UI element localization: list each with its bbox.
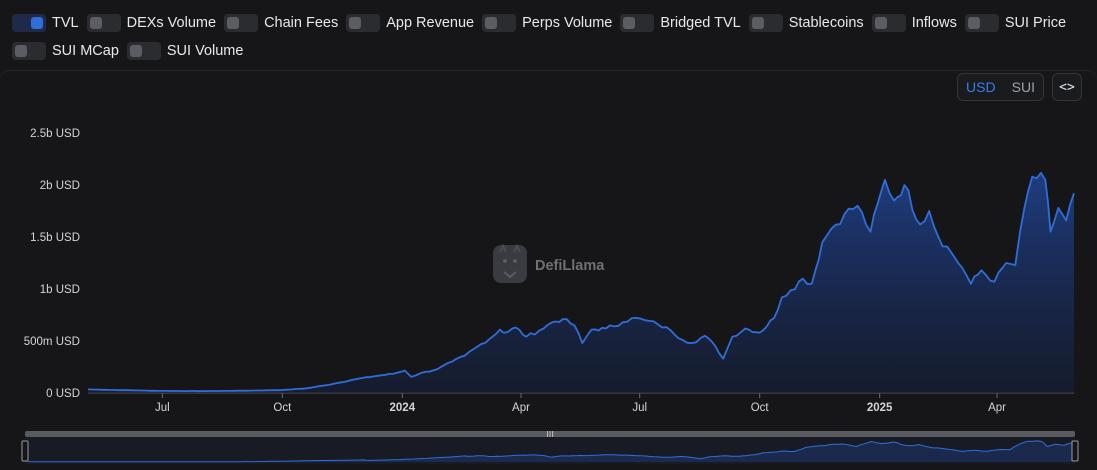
- toggle-chain-fees[interactable]: Chain Fees: [224, 12, 338, 34]
- brush-bar[interactable]: [25, 431, 1075, 437]
- llama-logo-icon: [493, 243, 527, 283]
- toggle-label: SUI Price: [1004, 15, 1067, 31]
- toggle-knob: [349, 17, 362, 29]
- toggle-switch-icon[interactable]: [12, 14, 46, 32]
- x-tick-label: Jul: [155, 402, 170, 414]
- toggle-sui-mcap[interactable]: SUI MCap: [12, 40, 119, 62]
- toggle-tvl[interactable]: TVL: [12, 12, 79, 34]
- toggle-knob: [31, 17, 43, 29]
- toggle-label: Stablecoins: [788, 15, 864, 31]
- toggle-switch-icon[interactable]: [748, 14, 783, 32]
- toggle-app-revenue[interactable]: App Revenue: [346, 12, 474, 34]
- x-tick-label: 2024: [390, 402, 416, 414]
- toggle-switch-icon[interactable]: [482, 14, 517, 32]
- toggle-label: TVL: [52, 15, 79, 31]
- toggle-label: DEXs Volume: [126, 15, 217, 31]
- x-tick-label: Jul: [632, 402, 647, 414]
- chart-panel: [0, 70, 1097, 470]
- toggle-label: Inflows: [911, 15, 957, 31]
- toggle-label: Chain Fees: [264, 15, 339, 31]
- unit-toggle: USD SUI: [957, 73, 1044, 101]
- toggle-knob: [967, 17, 980, 29]
- y-tick-label: 2.5b USD: [30, 128, 80, 140]
- brush-mini-line: [27, 440, 1073, 463]
- range-brush: |||: [21, 430, 1079, 464]
- toggle-sui-volume[interactable]: SUI Volume: [126, 40, 244, 62]
- toggle-label: Bridged TVL: [660, 15, 741, 31]
- toggle-label: Perps Volume: [522, 15, 613, 31]
- toggle-knob: [751, 17, 764, 29]
- toggle-switch-icon[interactable]: [12, 42, 46, 60]
- toggle-switch-icon[interactable]: [346, 14, 381, 32]
- toggle-switch-icon[interactable]: [620, 14, 655, 32]
- y-tick-label: 1.5b USD: [30, 232, 80, 244]
- brush-grip-icon[interactable]: |||: [546, 430, 554, 439]
- toggle-knob: [623, 17, 636, 29]
- x-tick-label: Oct: [273, 402, 292, 414]
- toggle-knob: [15, 45, 27, 57]
- unit-sui-button[interactable]: SUI: [1011, 79, 1035, 95]
- y-tick-label: 0 USD: [46, 388, 80, 400]
- x-tick-label: Apr: [988, 402, 1006, 414]
- metric-toggles: TVL DEXs Volume Chain Fees App Revenue Perps…: [12, 12, 1087, 62]
- brush-right-handle[interactable]: [1071, 440, 1079, 462]
- toggle-knob: [129, 45, 142, 57]
- toggle-knob: [227, 17, 240, 29]
- toggle-perps-volume[interactable]: Perps Volume: [482, 12, 612, 34]
- toggle-switch-icon[interactable]: [871, 14, 906, 32]
- y-tick-label: 1b USD: [40, 284, 80, 296]
- toggle-switch-icon[interactable]: [224, 14, 259, 32]
- toggle-switch-icon[interactable]: [126, 42, 161, 60]
- toggle-bridged-tvl[interactable]: Bridged TVL: [620, 12, 741, 34]
- tvl-area: [88, 172, 1074, 393]
- toggle-sui-price[interactable]: SUI Price: [964, 12, 1067, 34]
- x-tick-label: 2025: [867, 402, 893, 414]
- toggle-knob: [89, 17, 102, 29]
- tvl-line: [87, 171, 1075, 393]
- toggle-knob: [485, 17, 498, 29]
- toggle-inflows[interactable]: Inflows: [871, 12, 957, 34]
- watermark-text: DefiLlama: [535, 258, 605, 274]
- x-tick-label: Apr: [512, 402, 530, 414]
- toggle-label: SUI MCap: [52, 43, 119, 59]
- defillama-watermark: DefiLlama: [493, 243, 605, 283]
- toggle-label: SUI Volume: [166, 43, 244, 59]
- x-tick-label: Oct: [751, 402, 770, 414]
- unit-usd-button[interactable]: USD: [966, 79, 996, 95]
- toggle-stablecoins[interactable]: Stablecoins: [748, 12, 864, 34]
- brush-left-handle[interactable]: [21, 440, 29, 462]
- toggle-switch-icon[interactable]: [86, 14, 121, 32]
- embed-code-button[interactable]: <>: [1052, 73, 1082, 101]
- toggle-knob: [874, 17, 887, 29]
- toggle-switch-icon[interactable]: [964, 14, 999, 32]
- brush-mini-area: [28, 440, 1072, 462]
- y-tick-label: 500m USD: [24, 336, 80, 348]
- toggle-label: App Revenue: [386, 15, 475, 31]
- toggle-dexs-volume[interactable]: DEXs Volume: [86, 12, 217, 34]
- y-tick-label: 2b USD: [40, 180, 80, 192]
